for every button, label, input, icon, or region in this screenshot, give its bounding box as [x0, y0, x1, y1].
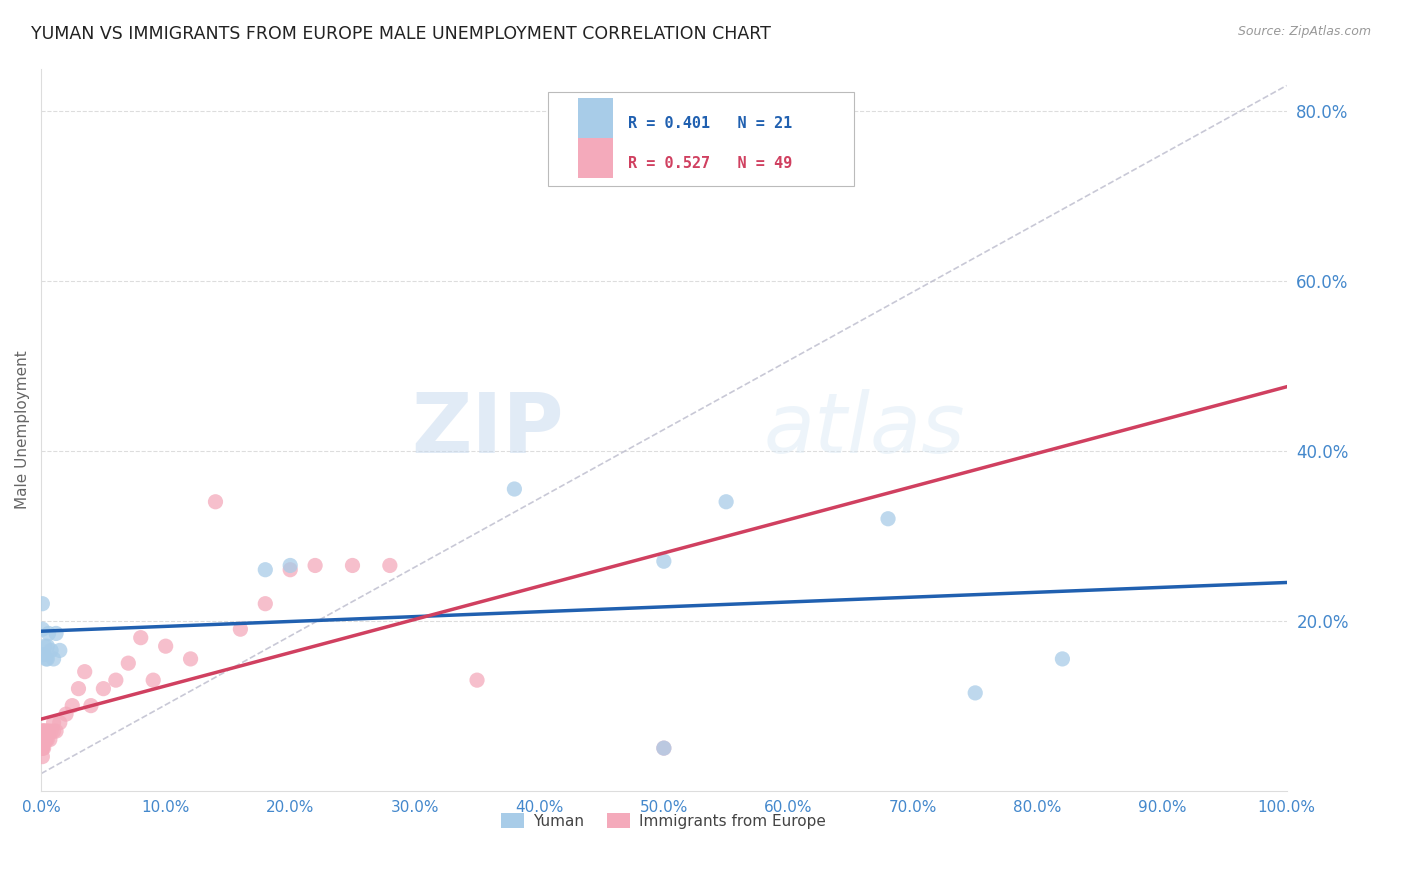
Point: [31, 732, 53, 747]
Point: [652, 741, 675, 756]
Point: [45, 724, 67, 739]
Point: [254, 563, 277, 577]
Point: [31, 597, 53, 611]
Point: [254, 597, 277, 611]
Point: [32, 724, 55, 739]
Point: [34, 639, 56, 653]
Point: [31, 732, 53, 747]
Point: [278, 558, 301, 573]
Point: [31, 741, 53, 756]
Point: [129, 631, 152, 645]
Point: [31, 732, 53, 747]
Point: [229, 622, 252, 636]
Point: [42, 715, 65, 730]
Point: [652, 741, 675, 756]
Point: [32, 741, 55, 756]
Point: [35, 724, 58, 739]
Point: [60, 698, 83, 713]
Point: [80, 698, 103, 713]
Point: [38, 626, 60, 640]
Point: [32, 732, 55, 747]
Point: [93, 681, 115, 696]
Point: [37, 732, 59, 747]
Point: [32, 724, 55, 739]
Text: R = 0.527   N = 49: R = 0.527 N = 49: [627, 156, 792, 171]
FancyBboxPatch shape: [548, 92, 855, 186]
Text: ZIP: ZIP: [412, 389, 564, 470]
Point: [35, 652, 58, 666]
Point: [37, 724, 59, 739]
Point: [37, 639, 59, 653]
Point: [1052, 652, 1074, 666]
Point: [465, 673, 488, 688]
Point: [32, 648, 55, 662]
Point: [38, 724, 60, 739]
Point: [39, 643, 62, 657]
Y-axis label: Male Unemployment: Male Unemployment: [15, 351, 30, 509]
Text: R = 0.401   N = 21: R = 0.401 N = 21: [627, 117, 792, 131]
Point: [67, 681, 90, 696]
Point: [45, 626, 67, 640]
Point: [73, 665, 96, 679]
Point: [142, 673, 165, 688]
Text: YUMAN VS IMMIGRANTS FROM EUROPE MALE UNEMPLOYMENT CORRELATION CHART: YUMAN VS IMMIGRANTS FROM EUROPE MALE UNE…: [31, 25, 770, 43]
Point: [304, 558, 326, 573]
Point: [55, 707, 77, 722]
Point: [34, 724, 56, 739]
Point: [155, 639, 177, 653]
Legend: Yuman, Immigrants from Europe: Yuman, Immigrants from Europe: [495, 806, 832, 835]
Point: [31, 724, 53, 739]
Point: [342, 558, 364, 573]
Point: [652, 554, 675, 568]
Text: atlas: atlas: [763, 389, 965, 470]
Point: [49, 715, 72, 730]
Point: [39, 724, 62, 739]
Point: [204, 495, 226, 509]
Point: [31, 749, 53, 764]
Point: [278, 563, 301, 577]
Point: [877, 512, 900, 526]
Point: [42, 652, 65, 666]
Point: [31, 622, 53, 636]
Point: [117, 656, 139, 670]
Point: [34, 732, 56, 747]
Point: [38, 732, 60, 747]
Point: [503, 482, 526, 496]
Point: [104, 673, 127, 688]
Point: [31, 741, 53, 756]
Point: [35, 732, 58, 747]
Point: [180, 652, 202, 666]
Point: [965, 686, 987, 700]
Point: [37, 652, 59, 666]
Point: [714, 495, 737, 509]
Point: [49, 643, 72, 657]
Point: [31, 724, 53, 739]
Point: [31, 732, 53, 747]
Text: Source: ZipAtlas.com: Source: ZipAtlas.com: [1237, 25, 1371, 38]
FancyBboxPatch shape: [578, 138, 613, 178]
FancyBboxPatch shape: [578, 98, 613, 138]
Point: [34, 732, 56, 747]
Point: [31, 741, 53, 756]
Point: [378, 558, 401, 573]
Point: [42, 724, 65, 739]
